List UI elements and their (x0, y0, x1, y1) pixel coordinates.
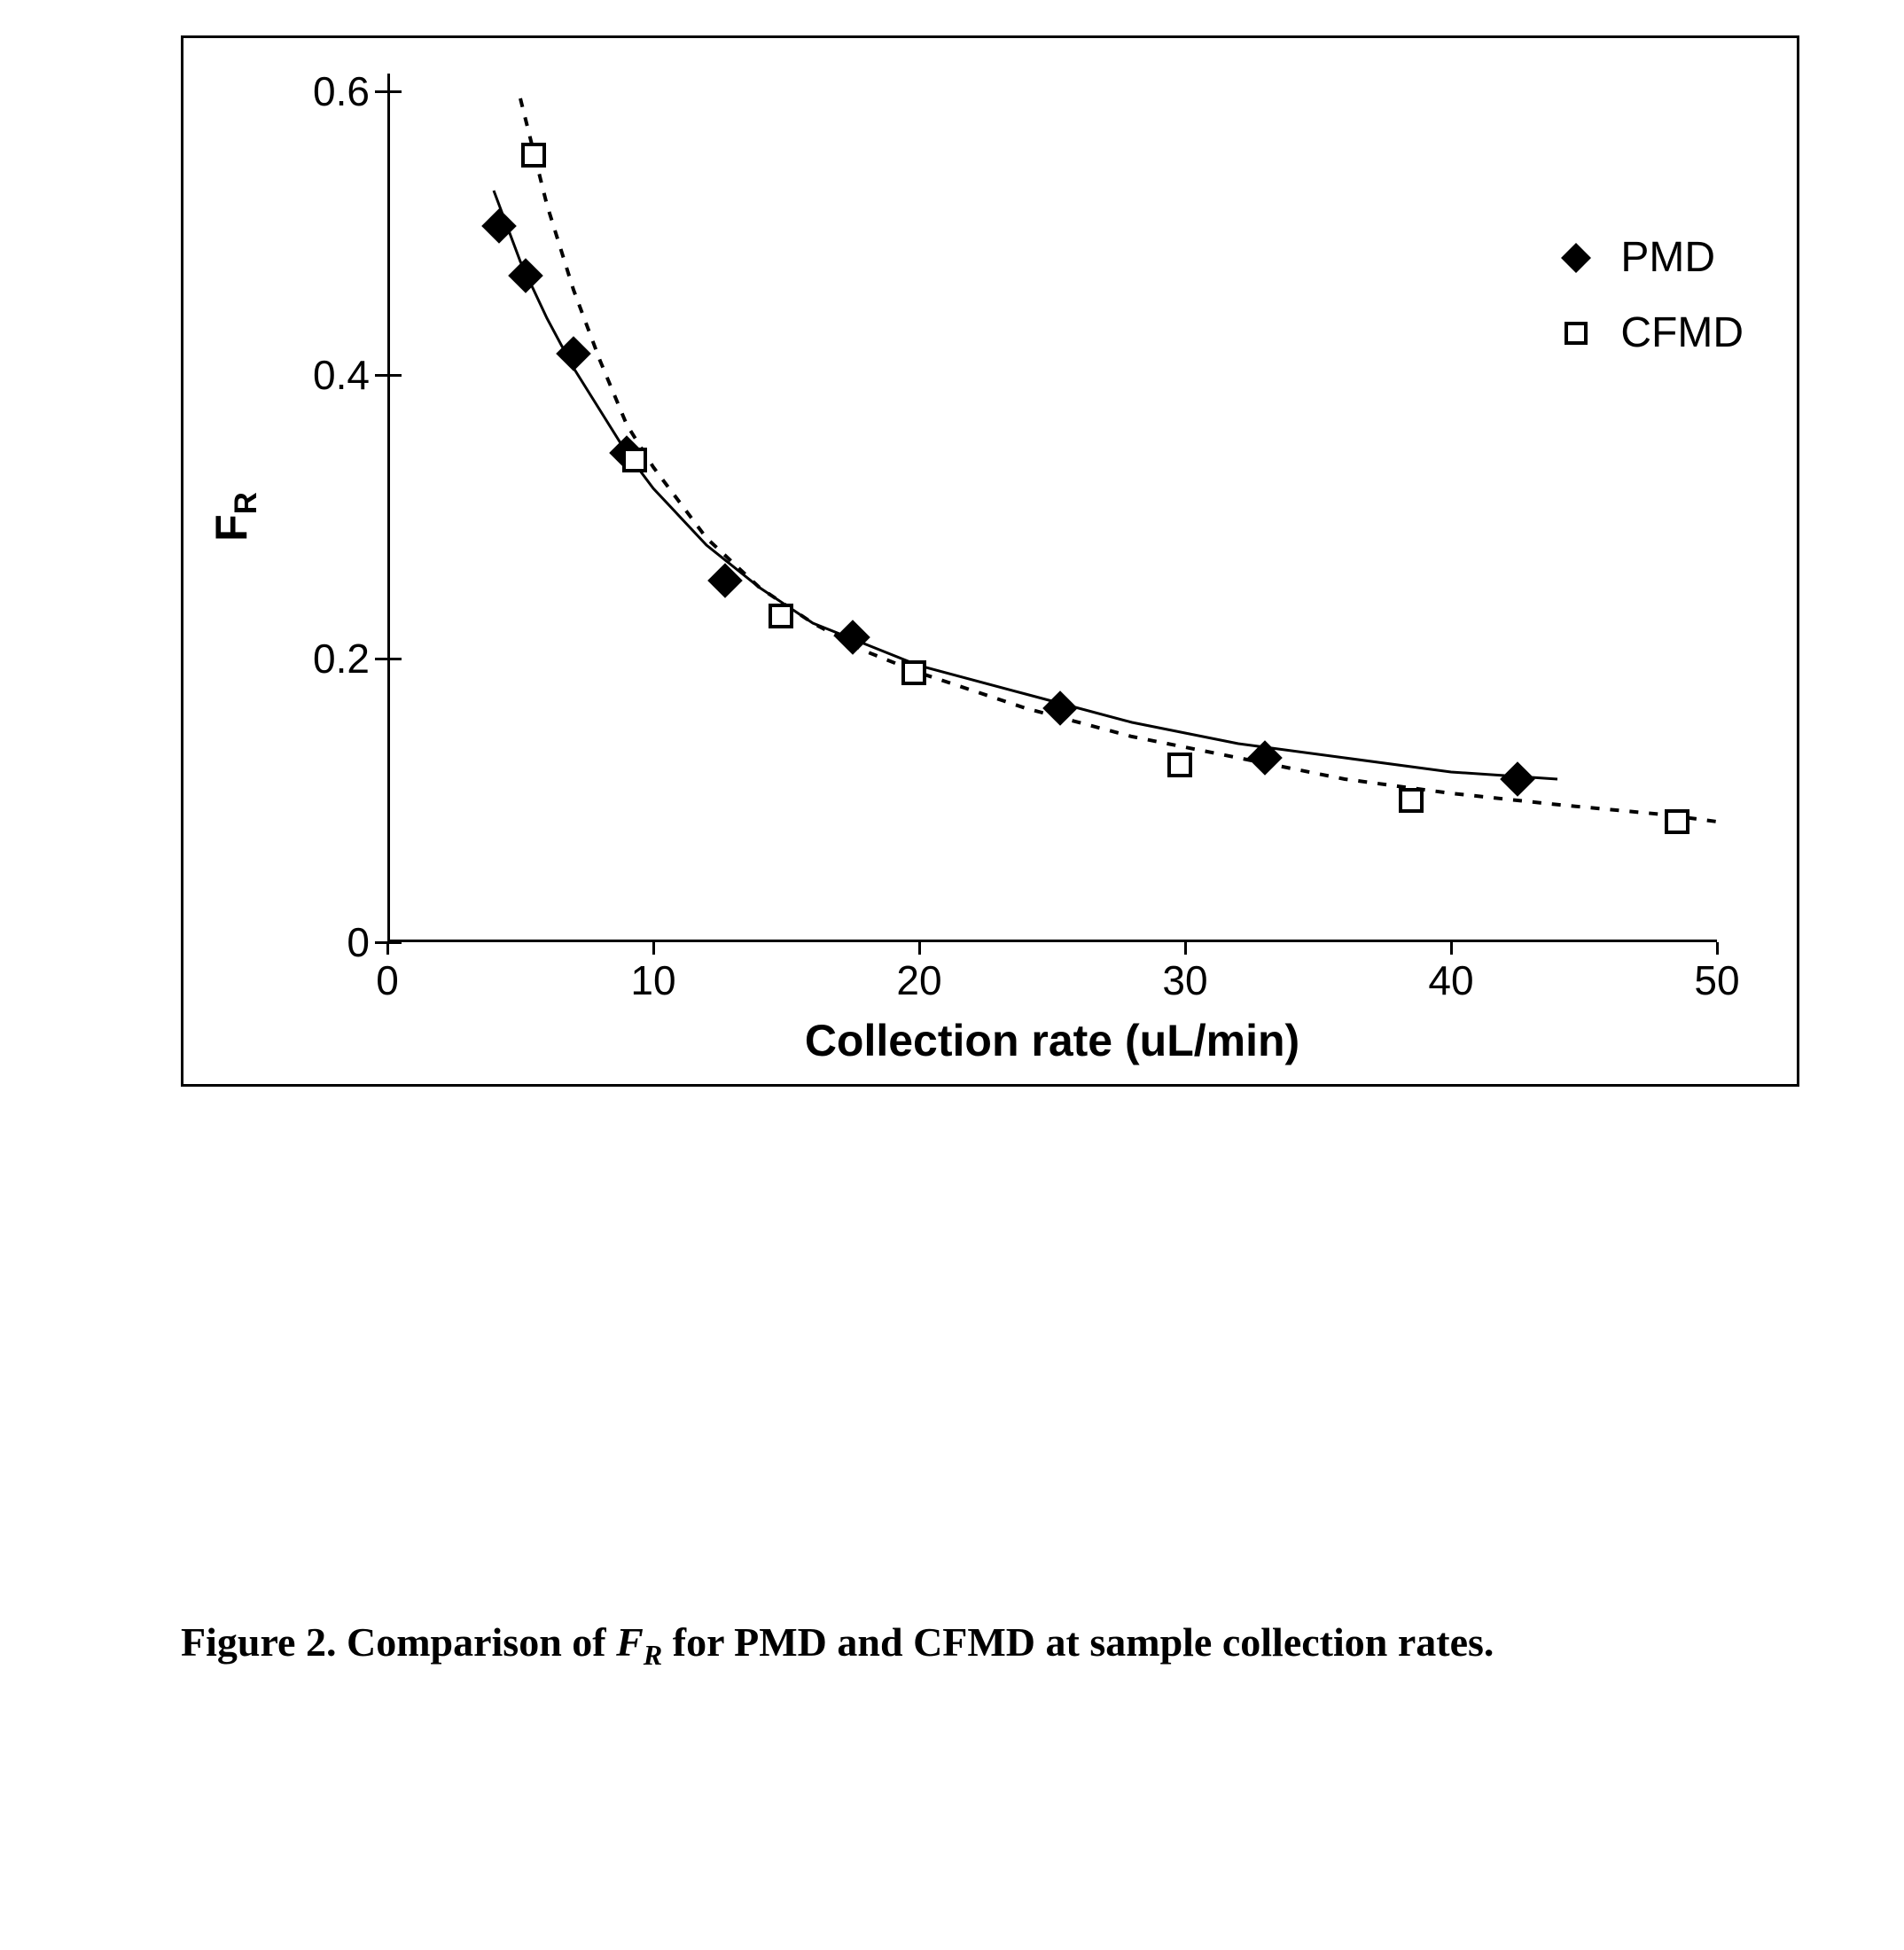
y-tick-inner (387, 658, 402, 660)
square-open-icon (622, 448, 647, 472)
cfmd-fit-line (520, 98, 1717, 822)
x-axis-title: Collection rate (uL/min) (805, 1015, 1299, 1066)
square-open-icon (769, 604, 793, 628)
cfmd-point (1399, 788, 1424, 813)
legend-label: CFMD (1620, 308, 1744, 357)
x-tick-label: 20 (896, 956, 941, 1004)
legend: PMD CFMD (1549, 233, 1744, 384)
square-open-icon (1665, 809, 1689, 834)
plot-area: Collection rate (uL/min) FR 010203040500… (387, 91, 1717, 942)
pmd-point (499, 226, 524, 251)
y-tick (375, 90, 387, 93)
x-tick (1184, 942, 1187, 955)
y-tick-inner (387, 374, 402, 377)
square-open-icon (1549, 322, 1603, 345)
y-axis-title: FR (206, 492, 264, 542)
x-tick-label: 50 (1694, 956, 1739, 1004)
y-tick-label: 0 (299, 918, 370, 966)
square-open-icon (901, 660, 926, 685)
x-tick (1716, 942, 1719, 955)
caption-text-before: Comparison of (347, 1619, 616, 1665)
y-tick-label: 0.2 (299, 635, 370, 682)
square-open-icon (1399, 788, 1424, 813)
x-tick (652, 942, 655, 955)
square-open-icon (1167, 753, 1192, 777)
legend-label: PMD (1620, 233, 1715, 282)
y-tick-inner (387, 90, 402, 93)
cfmd-point (769, 604, 793, 628)
x-tick (1450, 942, 1453, 955)
pmd-point (1060, 708, 1085, 733)
cfmd-point (622, 448, 647, 472)
caption-text-after: for PMD and CFMD at sample collection ra… (662, 1619, 1494, 1665)
figure-caption: Figure 2. Comparison of FR for PMD and C… (181, 1618, 1794, 1672)
chart-container: Collection rate (uL/min) FR 0 10 20 30 40 50 0… (110, 35, 1794, 1672)
cfmd-point (1665, 809, 1689, 834)
diamond-icon (1549, 247, 1603, 269)
square-open-icon (521, 143, 546, 168)
x-tick-label: 30 (1162, 956, 1207, 1004)
cfmd-point (901, 660, 926, 685)
chart-box: Collection rate (uL/min) FR 0 10 20 30 40 50 0… (181, 35, 1799, 1087)
caption-label: Figure 2. (181, 1619, 336, 1665)
pmd-fit-line (494, 191, 1557, 779)
fit-curves (387, 91, 1717, 942)
pmd-point (1518, 779, 1542, 804)
x-tick (918, 942, 921, 955)
pmd-point (574, 354, 598, 378)
pmd-point (526, 276, 550, 300)
x-tick-label: 0 (376, 956, 399, 1004)
pmd-point (1265, 758, 1290, 783)
cfmd-point (1167, 753, 1192, 777)
pmd-point (725, 581, 750, 605)
legend-item-cfmd: CFMD (1549, 308, 1744, 357)
y-tick-label: 0.6 (299, 67, 370, 115)
pmd-point (853, 637, 878, 662)
x-tick (386, 942, 389, 955)
caption-fr: FR (616, 1619, 662, 1665)
y-tick-label: 0.4 (299, 351, 370, 399)
y-tick (375, 941, 387, 944)
legend-item-pmd: PMD (1549, 233, 1744, 282)
y-tick (375, 374, 387, 377)
cfmd-point (521, 143, 546, 168)
x-tick-label: 10 (630, 956, 675, 1004)
y-tick-inner (387, 941, 402, 944)
y-tick (375, 658, 387, 660)
x-tick-label: 40 (1428, 956, 1473, 1004)
